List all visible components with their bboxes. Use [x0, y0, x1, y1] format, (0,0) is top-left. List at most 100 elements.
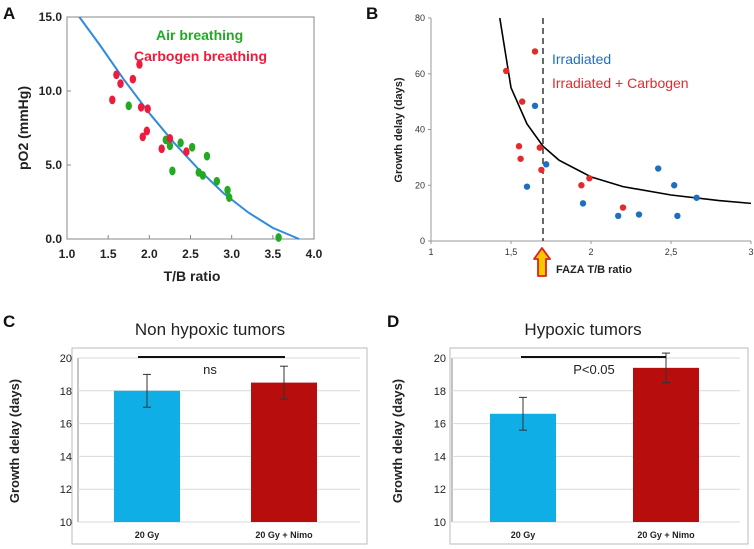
chart-a-point-air — [225, 193, 233, 202]
chart-d-y-tick-label: 16 — [434, 419, 446, 431]
chart-b-point-irradiated — [693, 194, 700, 201]
chart-a-point-carbogen — [158, 144, 165, 154]
chart-a-point-air — [199, 170, 207, 180]
chart-a-point-carbogen — [109, 95, 116, 105]
chart-a-x-tick-label: 3.0 — [223, 247, 240, 261]
chart-a-point-carbogen — [144, 104, 151, 114]
chart-b-point-carbogen — [531, 48, 539, 55]
chart-c-y-tick-label: 12 — [60, 484, 72, 496]
chart-d-y-tick-label: 12 — [434, 484, 446, 496]
chart-c-y-tick-label: 20 — [60, 353, 72, 365]
chart-a-x-axis-label: T/B ratio — [164, 268, 221, 284]
chart-c-y-tick-label: 18 — [60, 386, 72, 398]
chart-c-y-tick-label: 16 — [60, 419, 72, 431]
chart-a-legend-carbogen: Carbogen breathing — [134, 48, 267, 64]
chart-c-y-tick-label: 10 — [60, 517, 72, 529]
chart-b-fit-curve — [499, 17, 752, 205]
panel-label-b: B — [366, 4, 378, 23]
chart-a-x-tick-label: 1.5 — [100, 247, 117, 261]
chart-a-x-tick-label: 4.0 — [306, 247, 323, 261]
chart-c: Non hypoxic tumors 10 12 14 16 18 20 20 Gy 20 … — [7, 320, 368, 545]
chart-b-point-irradiated — [674, 212, 681, 220]
chart-d-y-tick-label: 10 — [434, 517, 446, 529]
chart-a-point-carbogen — [183, 147, 190, 157]
chart-a-y-tick-label: 0.0 — [45, 232, 62, 246]
chart-b-x-tick-label: 2,5 — [665, 247, 678, 257]
chart-a-point-air — [169, 166, 176, 176]
chart-c-bar — [251, 382, 317, 522]
chart-b-point-irradiated — [543, 161, 550, 168]
chart-b-point-irradiated — [635, 211, 643, 218]
chart-b-point-irradiated — [615, 212, 622, 220]
chart-a-point-air — [188, 142, 196, 152]
chart-b-point-carbogen — [515, 143, 523, 150]
chart-b-x-tick-label: 2 — [588, 247, 593, 257]
chart-b-point-carbogen — [619, 204, 627, 211]
chart-a: 1.0 1.5 2.0 2.5 3.0 3.5 4.0 0.0 5.0 10.0 15.0 Air… — [15, 10, 323, 284]
chart-c-title: Non hypoxic tumors — [135, 320, 285, 339]
chart-b-point-carbogen — [586, 175, 593, 182]
chart-a-plot-area — [66, 16, 315, 240]
chart-d-bar — [633, 367, 699, 522]
panel-label-c: C — [3, 312, 15, 331]
chart-b-point-carbogen — [517, 155, 524, 162]
chart-d-y-tick-label: 20 — [434, 353, 446, 365]
chart-a-point-carbogen — [117, 79, 124, 88]
chart-c-frame — [71, 347, 368, 545]
chart-c-annotation: ns — [203, 362, 217, 377]
chart-a-point-air — [166, 141, 174, 151]
chart-d: Hypoxic tumors 10 12 14 16 18 20 20 Gy 20 Gy +… — [390, 320, 749, 545]
chart-b-threshold-arrow-icon — [533, 247, 551, 277]
chart-a-x-tick-label: 3.5 — [264, 247, 281, 261]
chart-a-point-carbogen — [139, 132, 146, 142]
chart-b-y-tick-label: 60 — [415, 69, 425, 79]
chart-a-point-air — [213, 176, 221, 186]
chart-a-x-tick-label: 2.0 — [141, 247, 158, 261]
chart-b-point-carbogen — [503, 67, 510, 75]
chart-b-y-tick-label: 80 — [415, 13, 425, 23]
chart-d-frame — [449, 347, 749, 545]
chart-a-legend-air: Air breathing — [156, 27, 243, 43]
chart-a-point-carbogen — [143, 126, 151, 136]
panel-label-a: A — [3, 4, 15, 23]
chart-a-point-carbogen — [113, 70, 120, 80]
chart-a-y-tick-label: 5.0 — [45, 158, 62, 172]
chart-c-bar — [114, 390, 180, 522]
chart-d-bar — [490, 413, 556, 522]
chart-b-x-tick-label: 1 — [428, 247, 433, 257]
chart-d-y-axis-label: Growth delay (days) — [390, 379, 405, 503]
chart-c-category-label: 20 Gy + Nimo — [255, 530, 313, 540]
chart-d-category-label: 20 Gy + Nimo — [637, 530, 695, 540]
chart-d-y-tick-label: 14 — [434, 451, 446, 463]
chart-a-point-air — [203, 151, 211, 161]
chart-a-fit-curve — [78, 16, 300, 240]
chart-b-point-carbogen — [536, 144, 543, 151]
chart-b-legend-carbogen: Irradiated + Carbogen — [552, 75, 689, 91]
chart-a-point-carbogen — [136, 59, 143, 69]
chart-a-y-axis-label: pO2 (mmHg) — [15, 86, 31, 170]
chart-a-x-tick-label: 1.0 — [59, 247, 76, 261]
chart-b-point-carbogen — [578, 182, 585, 189]
chart-a-point-carbogen — [166, 133, 174, 143]
chart-b-legend-irradiated: Irradiated — [552, 51, 611, 67]
chart-b-point-irradiated — [531, 102, 539, 110]
chart-c-y-tick-label: 14 — [60, 451, 72, 463]
chart-b-point-irradiated — [579, 200, 587, 207]
chart-b-point-irradiated — [671, 182, 678, 189]
panel-label-d: D — [387, 312, 399, 331]
chart-d-category-label: 20 Gy — [511, 530, 536, 540]
chart-b-x-axis-label: FAZA T/B ratio — [556, 264, 632, 276]
chart-d-annotation: P<0.05 — [573, 362, 615, 377]
chart-b: 1 1,5 2 2,5 3 0 20 40 60 80 Irradiated Irradiate… — [393, 13, 754, 277]
chart-c-category-label: 20 Gy — [135, 530, 160, 540]
chart-a-y-tick-label: 10.0 — [39, 84, 63, 98]
chart-b-y-tick-label: 0 — [420, 236, 425, 246]
chart-a-y-tick-label: 15.0 — [39, 10, 63, 24]
chart-b-point-irradiated — [523, 183, 531, 190]
chart-b-y-axis-label: Growth delay (days) — [393, 77, 405, 182]
chart-b-x-tick-label: 1,5 — [505, 247, 518, 257]
chart-a-x-tick-label: 2.5 — [182, 247, 199, 261]
chart-b-y-tick-label: 20 — [415, 180, 425, 190]
chart-a-point-air — [275, 233, 282, 242]
